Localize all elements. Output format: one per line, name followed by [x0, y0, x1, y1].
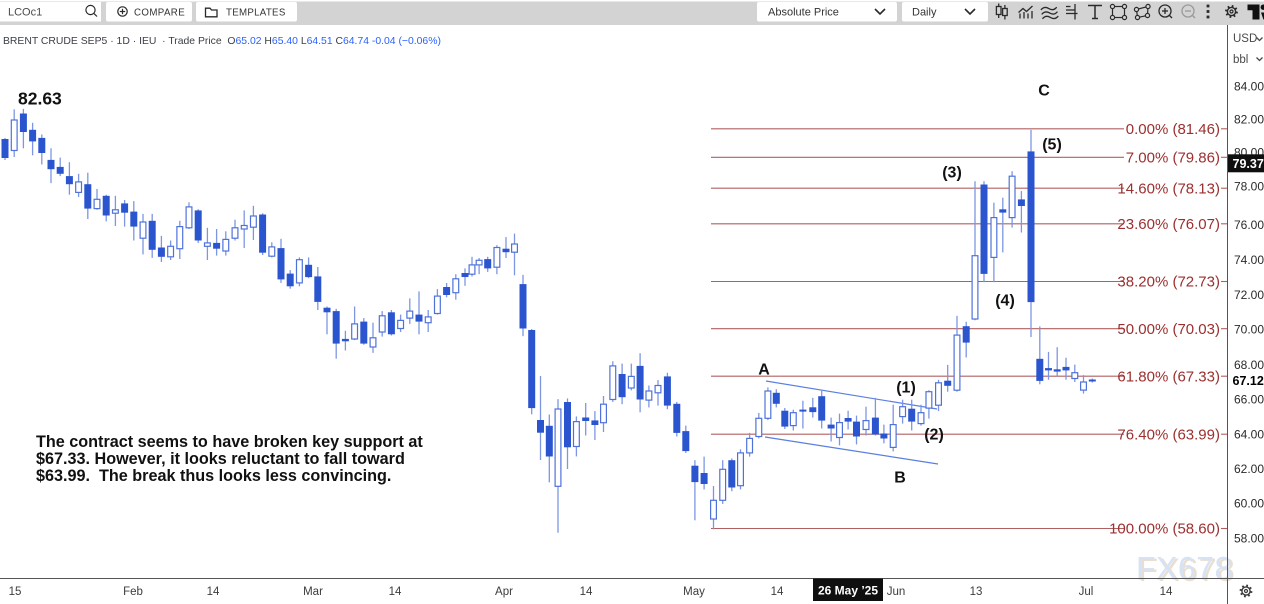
svg-text:C: C [1038, 83, 1050, 100]
svg-text:B: B [894, 470, 906, 487]
svg-text:(4): (4) [995, 293, 1015, 310]
svg-text:76.40% (63.99): 76.40% (63.99) [1117, 426, 1220, 443]
svg-text:76.00: 76.00 [1234, 218, 1264, 232]
svg-text:13: 13 [970, 586, 983, 598]
svg-text:May: May [683, 586, 705, 598]
svg-text:70.00: 70.00 [1234, 323, 1264, 337]
svg-text:67.12: 67.12 [1233, 374, 1264, 388]
svg-text:14: 14 [1160, 586, 1173, 598]
svg-text:COMPARE: COMPARE [134, 7, 185, 18]
svg-text:79.37: 79.37 [1233, 157, 1264, 171]
svg-text:7.00% (79.86): 7.00% (79.86) [1126, 150, 1220, 167]
svg-text:14: 14 [207, 586, 220, 598]
svg-text:82.63: 82.63 [18, 89, 62, 109]
svg-text:74.00: 74.00 [1234, 253, 1264, 267]
svg-text:23.60% (76.07): 23.60% (76.07) [1117, 216, 1220, 233]
svg-text:$67.33. However, it looks relu: $67.33. However, it looks reluctant to f… [36, 450, 405, 468]
svg-text:14: 14 [771, 586, 784, 598]
svg-text:Mar: Mar [303, 586, 323, 598]
svg-text:38.20% (72.73): 38.20% (72.73) [1117, 274, 1220, 291]
svg-text:26 May ’25: 26 May ’25 [818, 584, 878, 598]
svg-text:60.00: 60.00 [1234, 496, 1264, 510]
svg-text:78.00: 78.00 [1234, 179, 1264, 193]
svg-text:72.00: 72.00 [1234, 288, 1264, 302]
svg-text:58.00: 58.00 [1234, 531, 1264, 545]
svg-text:14.60% (78.13): 14.60% (78.13) [1117, 180, 1220, 197]
svg-text:14: 14 [580, 586, 593, 598]
svg-text:BRENT CRUDE SEP5 · 1D · IEU ·: BRENT CRUDE SEP5 · 1D · IEU · Trade Pric… [3, 36, 441, 47]
svg-text:Jun: Jun [887, 586, 906, 598]
svg-text:68.00: 68.00 [1234, 358, 1264, 372]
svg-text:(1): (1) [896, 380, 916, 397]
svg-text:FX678: FX678 [1139, 552, 1236, 588]
svg-text:50.00% (70.03): 50.00% (70.03) [1117, 321, 1220, 338]
svg-text:100.00% (58.60): 100.00% (58.60) [1109, 521, 1220, 538]
svg-text:Absolute Price: Absolute Price [768, 7, 839, 19]
svg-text:Jul: Jul [1079, 586, 1094, 598]
svg-text:(2): (2) [924, 427, 944, 444]
svg-text:FX678: FX678 [1136, 551, 1233, 587]
svg-text:62.00: 62.00 [1234, 462, 1264, 476]
svg-text:64.00: 64.00 [1234, 427, 1264, 441]
svg-text:0.00% (81.46): 0.00% (81.46) [1126, 121, 1220, 138]
svg-text:The contract seems to have bro: The contract seems to have broken key su… [36, 433, 423, 451]
svg-text:$63.99. The break thus looks: $63.99. The break thus looks less convin… [36, 467, 391, 485]
svg-text:82.00: 82.00 [1234, 112, 1264, 126]
svg-text:84.00: 84.00 [1234, 79, 1264, 93]
svg-text:66.00: 66.00 [1234, 392, 1264, 406]
svg-text:bbl: bbl [1233, 54, 1248, 66]
svg-text:14: 14 [389, 586, 402, 598]
svg-text:61.80% (67.33): 61.80% (67.33) [1117, 368, 1220, 385]
svg-text:USD: USD [1233, 33, 1257, 45]
svg-text:(3): (3) [942, 165, 962, 182]
svg-text:15: 15 [9, 586, 22, 598]
svg-text:TEMPLATES: TEMPLATES [226, 7, 286, 18]
svg-text:(5): (5) [1042, 137, 1062, 154]
svg-text:Apr: Apr [495, 586, 513, 598]
svg-text:LCOc1: LCOc1 [8, 7, 42, 19]
svg-text:Daily: Daily [912, 7, 937, 19]
svg-text:A: A [758, 362, 770, 379]
svg-text:Feb: Feb [123, 586, 143, 598]
